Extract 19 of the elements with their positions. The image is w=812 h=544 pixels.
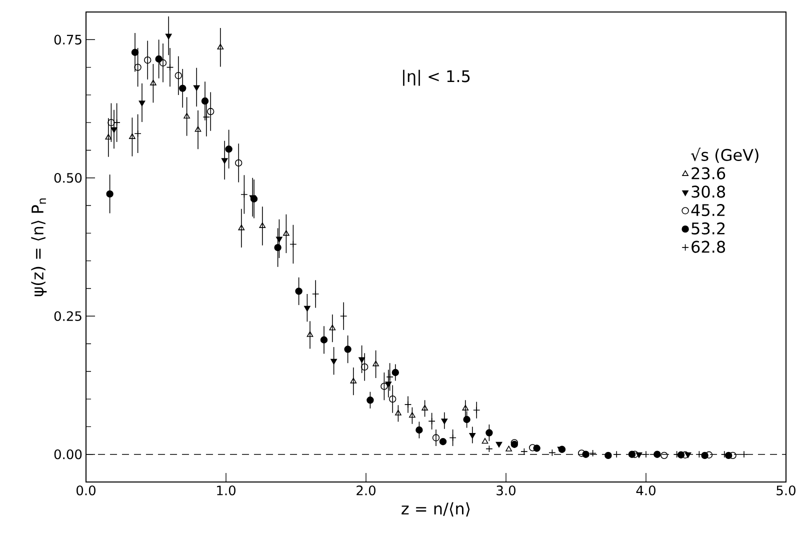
legend-title: √s (GeV) <box>690 148 758 163</box>
x-tick-label: 2.0 <box>356 486 376 496</box>
y-tick-label: 0.25 <box>54 311 82 322</box>
legend-label: 30.8 <box>692 186 726 198</box>
x-axis-title: z = n/⟨n⟩ <box>402 502 470 516</box>
annotation: |η| < 1.5 <box>403 70 470 86</box>
legend-label: 45.2 <box>691 204 725 216</box>
legend-label: 23.6 <box>692 167 726 180</box>
y-tick-label: 0.50 <box>54 172 82 183</box>
legend-label: 62.8 <box>692 240 726 253</box>
x-tick-label: 3.0 <box>496 486 516 496</box>
x-tick-label: 0.0 <box>76 486 96 496</box>
y-tick-label: 0.75 <box>54 34 82 45</box>
legend-label: 53.2 <box>692 222 725 234</box>
x-tick-label: 1.0 <box>217 486 236 496</box>
y-tick-label: 0.00 <box>54 449 82 460</box>
x-tick-label: 5.0 <box>776 486 796 496</box>
y-axis-title: ψ(z) = ⟨n⟩ P$_{n}$ <box>31 198 47 296</box>
x-tick-label: 4.0 <box>636 486 656 496</box>
